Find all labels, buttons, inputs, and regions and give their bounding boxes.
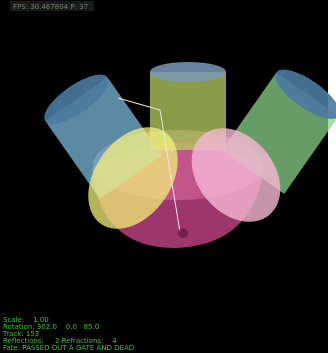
status-line: Scale: 1.00 xyxy=(3,316,49,324)
cap-pink xyxy=(191,128,281,222)
cap-yellow xyxy=(88,127,178,229)
status-line: Rotation: 302.0 0.0 85.0 xyxy=(3,323,99,331)
status-line: Reflections: 2 Refractions: 4 xyxy=(3,337,117,345)
cylinder-right-cap xyxy=(275,69,336,119)
ray-end xyxy=(178,228,188,238)
cylinder-left-cap xyxy=(44,74,109,124)
fps-box xyxy=(10,1,94,11)
status-line: Track: 153 xyxy=(2,330,39,338)
ray xyxy=(117,97,181,233)
fps-text: FPS: 30.467804 P: 37 xyxy=(13,3,88,11)
cylinder-top-cap xyxy=(150,62,226,82)
status-line: Fate: PASSED OUT A GATE AND DEAD xyxy=(3,344,134,352)
